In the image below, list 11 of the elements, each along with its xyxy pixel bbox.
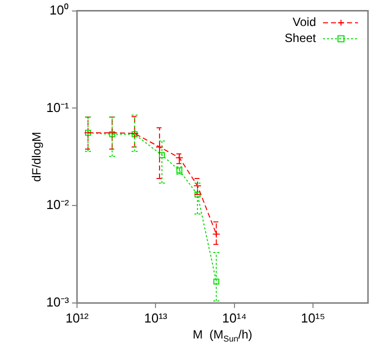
y-tick-label: 10⁻² [46, 197, 70, 212]
legend-label: Sheet [284, 31, 317, 46]
x-tick-label: 10¹² [65, 310, 90, 326]
x-tick-label: 10¹⁴ [222, 310, 247, 326]
x-tick-label: 10¹³ [144, 310, 168, 326]
x-tick-label: 10¹⁵ [300, 310, 326, 326]
y-tick-label: 10⁻³ [46, 294, 70, 310]
y-axis-title: dF/dlogM [29, 132, 44, 182]
y-tick-label: 10⁻¹ [46, 100, 70, 115]
legend-label: Void [292, 15, 316, 30]
y-tick-label: 10⁰ [50, 2, 69, 18]
